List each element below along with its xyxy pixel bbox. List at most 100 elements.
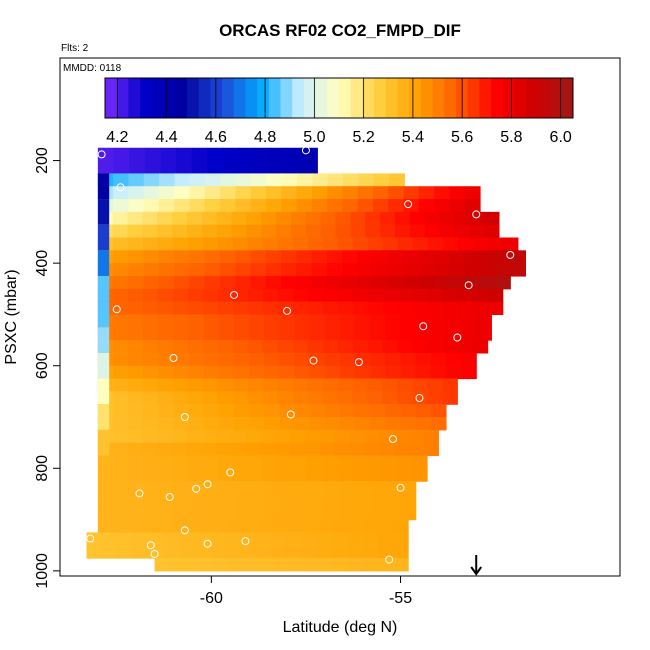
heatmap-cell (147, 545, 164, 559)
heatmap-cell (352, 455, 368, 469)
heatmap-cell (331, 532, 348, 546)
heatmap-cell (311, 186, 328, 200)
heatmap-cell (385, 327, 402, 341)
heatmap-cell (128, 263, 145, 277)
heatmap-cell (254, 532, 271, 546)
heatmap-cell (97, 519, 114, 533)
heatmap-cell (172, 455, 189, 469)
heatmap-cell (143, 352, 159, 367)
heatmap-cell (393, 442, 410, 457)
heatmap-cell (202, 378, 219, 392)
heatmap-cell (340, 314, 356, 328)
heatmap-cell (247, 288, 264, 303)
heatmap-cell (355, 352, 371, 367)
heatmap-cell (113, 147, 130, 174)
heatmap-cell (324, 506, 341, 521)
heatmap-cell (294, 417, 311, 431)
heatmap-cell (445, 314, 462, 328)
heatmap-cell (322, 378, 339, 392)
heatmap-cell (97, 481, 114, 495)
heatmap-cell (203, 314, 220, 328)
heatmap-cell (380, 211, 396, 226)
heatmap-cell (294, 327, 311, 341)
heatmap-cell (172, 224, 188, 239)
flight-point (385, 555, 394, 564)
colorbar-swatch (467, 78, 480, 118)
flight-point (112, 305, 121, 314)
heatmap-cell (292, 468, 308, 482)
heatmap-cell (412, 301, 429, 316)
heatmap-cell (201, 442, 217, 457)
heatmap-cell (324, 493, 341, 508)
heatmap-cell (275, 429, 291, 444)
heatmap-cell (244, 558, 260, 572)
heatmap-cell (188, 314, 205, 328)
heatmap-cell (250, 199, 267, 213)
heatmap-cell (342, 199, 359, 213)
heatmap-cell (348, 558, 364, 572)
heatmap-cell (128, 186, 145, 200)
heatmap-cell (223, 147, 240, 174)
heatmap-cell (157, 288, 174, 303)
heatmap-cell (364, 442, 380, 457)
heatmap-cell (277, 237, 294, 251)
heatmap-cell (113, 250, 129, 264)
heatmap-cell (393, 429, 410, 444)
heatmap-cell (397, 378, 413, 392)
heatmap-cell (324, 352, 341, 367)
heatmap-cell (400, 417, 417, 431)
heatmap-cell (232, 301, 249, 316)
heatmap-cell (370, 404, 387, 418)
heatmap-cell (442, 237, 459, 251)
heatmap-cell (412, 455, 428, 469)
flight-point (472, 210, 481, 219)
y-tick-label: 800 (34, 455, 51, 482)
heatmap-cell (340, 417, 356, 431)
heatmap-cell (322, 301, 339, 316)
flight-point (404, 200, 413, 209)
flight-point (146, 541, 155, 550)
heatmap-cell (400, 481, 417, 495)
heatmap-cell (352, 340, 369, 354)
heatmap-cell (472, 340, 489, 354)
heatmap-cell (412, 340, 429, 354)
heatmap-cell (158, 404, 175, 418)
heatmap-cell (370, 314, 387, 328)
heatmap-cell (292, 455, 308, 469)
heatmap-cell (370, 493, 387, 508)
colorbar-swatch (175, 78, 188, 118)
colorbar-tick-label: 5.2 (353, 129, 375, 146)
heatmap-cell (235, 250, 252, 264)
heatmap-cell (158, 275, 175, 290)
heatmap-cell (415, 352, 432, 367)
heatmap-cell (187, 237, 204, 251)
heatmap-cell (324, 481, 341, 495)
heatmap-cell (337, 237, 354, 251)
heatmap-cell (427, 288, 444, 303)
heatmap-cell (189, 173, 206, 187)
heatmap-cell (193, 545, 210, 559)
heatmap-cell (112, 519, 128, 533)
heatmap-cell (203, 327, 220, 341)
colorbar-tick-label: 6.0 (550, 129, 572, 146)
heatmap-cell (231, 442, 247, 457)
heatmap-cell (220, 199, 237, 213)
heatmap-cell (357, 275, 374, 290)
heatmap-cell (128, 275, 145, 290)
heatmap-cell (370, 327, 387, 341)
heatmap-cell (433, 263, 450, 277)
heatmap-cell (264, 493, 281, 508)
y-tick-label: 400 (34, 250, 51, 277)
heatmap-cell (143, 417, 159, 431)
heatmap-cell (232, 378, 249, 392)
heatmap-cell (487, 301, 504, 316)
heatmap-cell (365, 224, 381, 239)
heatmap-cell (203, 365, 220, 380)
heatmap-cell (264, 404, 281, 418)
heatmap-cell (187, 288, 204, 303)
heatmap-cell (292, 378, 309, 392)
heatmap-cell (127, 211, 143, 226)
heatmap-cell (143, 481, 159, 495)
heatmap-cell (265, 275, 282, 290)
heatmap-cell (279, 506, 296, 521)
